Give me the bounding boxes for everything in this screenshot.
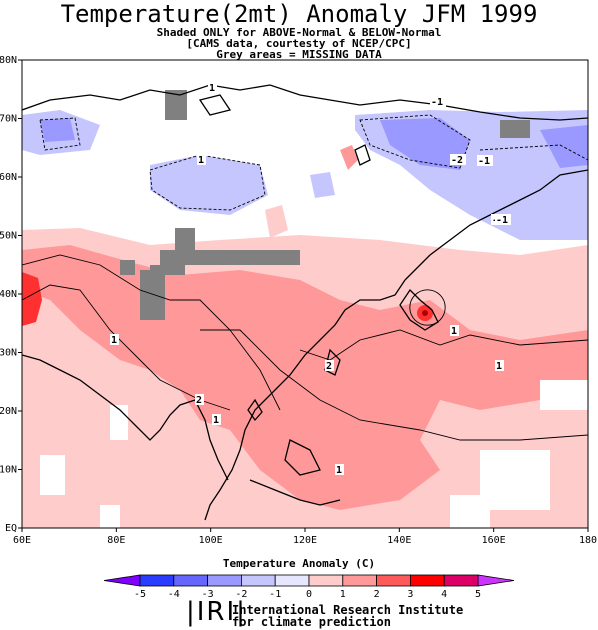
anomaly-plus4-japan-core — [422, 310, 428, 316]
lon-tick-label: 140E — [387, 535, 411, 546]
anomaly-minus1-central-siberia — [150, 155, 268, 215]
anomaly-plus3-west — [22, 272, 42, 326]
colorbar-tick-label: 4 — [441, 589, 447, 600]
contour-label-bg — [335, 464, 344, 475]
subtitle-shading: Shaded ONLY for ABOVE-Normal & BELOW-Nor… — [156, 26, 442, 39]
longitude-axis: 60E 80E 100E 120E 140E 160E 180 — [13, 528, 597, 546]
colorbar-right-arrow — [477, 574, 515, 587]
anomaly-minus2-east-siberia — [380, 118, 470, 170]
subtitle-source: [CAMS data, courtesty of NCEP/CPC] — [186, 37, 412, 50]
lon-tick-label: 60E — [13, 535, 31, 546]
anomaly-siberia-patch — [340, 145, 358, 170]
iri-logo-text: IRI — [196, 597, 237, 627]
lat-tick-label: 10N — [0, 465, 17, 476]
contour-label: -2 — [451, 155, 463, 166]
anomaly-field — [22, 60, 588, 528]
colorbar-segment — [342, 574, 377, 587]
subtitle-missing: Grey areas = MISSING DATA — [216, 48, 382, 61]
lat-tick-label: 60N — [0, 172, 17, 183]
contour-label: 1 — [336, 465, 342, 476]
lon-tick-label: 120E — [293, 535, 317, 546]
contour-label: 2 — [326, 361, 332, 372]
colorbar-tick-label: -4 — [168, 589, 180, 600]
contour-label-bg — [495, 360, 504, 371]
contour-label: -1 — [496, 215, 508, 226]
colorbar-segment — [409, 574, 445, 587]
colorbar-left-arrow — [103, 574, 141, 587]
anomaly-minus2-chukotka — [540, 125, 588, 168]
missing-data — [120, 90, 530, 320]
lon-tick-label: 160E — [482, 535, 506, 546]
contour-label: -1 — [431, 97, 443, 108]
colorbar-tick-label: 0 — [306, 589, 312, 600]
colorbar-segment — [376, 574, 411, 587]
colorbar-tick-label: -3 — [202, 589, 214, 600]
contour-label: 1 — [213, 415, 219, 426]
colorbar-tick-label: -2 — [235, 589, 247, 600]
contour-label: -1 — [478, 156, 490, 167]
contour-label: 1 — [209, 83, 215, 94]
colorbar-title: Temperature Anomaly (C) — [222, 557, 376, 570]
contour-label-bg — [197, 154, 206, 165]
latitude-axis: EQ 10N 20N 30N 40N 50N 60N 70N 80N — [0, 55, 22, 534]
lat-tick-label: EQ — [5, 523, 17, 534]
colorbar-segment — [308, 574, 344, 587]
colorbar-tick-label: 1 — [340, 589, 346, 600]
contour-label: 1 — [496, 361, 502, 372]
colorbar-segment — [207, 574, 242, 587]
contour-label-bg — [450, 325, 459, 336]
lon-tick-label: 80E — [107, 535, 125, 546]
lat-tick-label: 40N — [0, 289, 17, 300]
colorbar-tick-label: 3 — [407, 589, 413, 600]
contour-label-bg — [477, 155, 493, 166]
contour-label-bg — [495, 214, 511, 225]
lat-tick-label: 30N — [0, 348, 17, 359]
lat-tick-label: 50N — [0, 231, 17, 242]
contour-label: 2 — [196, 395, 202, 406]
contour-label-bg — [208, 82, 217, 93]
lon-tick-label: 180 — [579, 535, 597, 546]
anomaly-siberia-patch2 — [265, 205, 288, 238]
iri-logo: |IRI| — [186, 597, 247, 627]
contour-label-bg — [195, 394, 204, 405]
negative-contours — [39, 114, 588, 211]
anomaly-contours — [22, 254, 588, 441]
lat-tick-label: 70N — [0, 114, 17, 125]
lat-tick-label: 80N — [0, 55, 17, 66]
contour-label: 1 — [111, 335, 117, 346]
colorbar-segment — [240, 574, 276, 587]
colorbar-tick-label: 5 — [475, 589, 481, 600]
lat-tick-label: 20N — [0, 406, 17, 417]
contour-label: 1 — [198, 155, 204, 166]
institute-name-line1: International Research Institute — [232, 603, 464, 617]
colorbar-segment — [274, 574, 310, 587]
colorbar-segment — [139, 574, 175, 587]
coastlines — [22, 84, 588, 521]
colorbar-segment — [173, 574, 209, 587]
anomaly-minus2-northwest — [40, 118, 75, 142]
colorbar-tick-label: -1 — [269, 589, 281, 600]
anomaly-minus-lake — [310, 172, 335, 198]
contour-label-bg — [110, 334, 119, 345]
colorbar-tick-label: -5 — [134, 589, 146, 600]
colorbar-segment — [443, 574, 479, 587]
contour-label: 1 — [451, 326, 457, 337]
lon-tick-label: 100E — [199, 535, 223, 546]
colorbar-tick-label: 2 — [374, 589, 380, 600]
map-title: Temperature(2mt) Anomaly JFM 1999 — [60, 0, 538, 28]
institute-name-line2: for climate prediction — [232, 615, 391, 629]
contour-label-bg — [450, 154, 466, 165]
colorbar: -5 -4 -3 -2 -1 0 1 2 3 4 5 — [103, 574, 515, 600]
contour-label-bg — [430, 96, 446, 107]
contour-label-bg — [212, 414, 221, 425]
contour-label-bg — [325, 360, 334, 371]
